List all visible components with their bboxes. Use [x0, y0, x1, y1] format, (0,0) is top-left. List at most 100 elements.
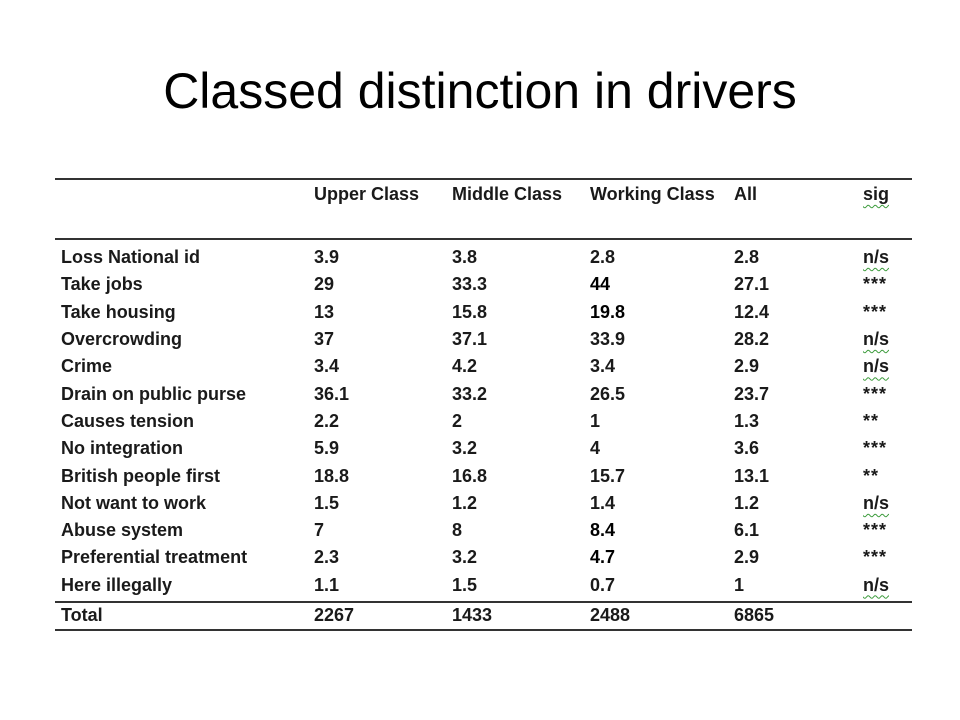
cell-working: 33.9	[590, 329, 626, 350]
significance-marker: n/s	[863, 247, 890, 268]
cell-middle: 1.5	[452, 574, 478, 595]
significance-marker: n/s	[863, 356, 890, 377]
header-middle-class: Middle Class	[452, 184, 563, 204]
cell-all: 12.4	[734, 301, 770, 322]
cell-label: Causes tension	[61, 410, 195, 431]
significance-marker: ***	[863, 301, 888, 322]
table-row: No integration 5.9 3.2 4 3.6 ***	[55, 435, 912, 462]
cell-sig: ***	[857, 380, 912, 407]
cell-upper: 13	[314, 301, 335, 322]
cell-sig: **	[857, 462, 912, 489]
cell-middle: 33.2	[452, 383, 488, 404]
table-body: Loss National id 3.9 3.8 2.8 2.8 n/s Take jobs…	[55, 239, 912, 602]
cell-label: Abuse system	[61, 520, 184, 541]
significance-marker: **	[863, 465, 880, 486]
cell-all: 2.9	[734, 547, 760, 568]
cell-all: 23.7	[734, 383, 770, 404]
cell-sig: **	[857, 408, 912, 435]
table-row: Not want to work 1.5 1.2 1.4 1.2 n/s	[55, 490, 912, 517]
cell-working: 15.7	[590, 465, 626, 486]
cell-sig: n/s	[857, 239, 912, 271]
cell-sig: ***	[857, 271, 912, 298]
total-middle: 1433	[452, 605, 493, 626]
table-row: Loss National id 3.9 3.8 2.8 2.8 n/s	[55, 239, 912, 271]
header-label	[55, 179, 308, 239]
cell-all: 2.9	[734, 356, 760, 377]
cell-middle: 37.1	[452, 329, 488, 350]
table-row: Abuse system 7 8 8.4 6.1 ***	[55, 517, 912, 544]
table-row: Take housing 13 15.8 19.8 12.4 ***	[55, 299, 912, 326]
cell-all: 2.8	[734, 247, 760, 268]
table-row: Crime 3.4 4.2 3.4 2.9 n/s	[55, 353, 912, 380]
significance-marker: ***	[863, 438, 888, 459]
header-upper-class: Upper Class	[314, 184, 420, 204]
significance-marker: ***	[863, 520, 888, 541]
header-working-class: Working Class	[590, 184, 715, 204]
cell-working: 1.4	[590, 492, 616, 513]
cell-all: 1	[734, 574, 745, 595]
cell-all: 13.1	[734, 465, 770, 486]
cell-label: Drain on public purse	[61, 383, 247, 404]
cell-upper: 3.9	[314, 247, 340, 268]
table-row: Causes tension 2.2 2 1 1.3 **	[55, 408, 912, 435]
cell-upper: 18.8	[314, 465, 350, 486]
cell-sig: n/s	[857, 572, 912, 602]
significance-marker: **	[863, 410, 880, 431]
significance-marker: n/s	[863, 329, 890, 350]
cell-label: Crime	[61, 356, 113, 377]
cell-working: 0.7	[590, 574, 616, 595]
significance-marker: n/s	[863, 492, 890, 513]
cell-middle: 15.8	[452, 301, 488, 322]
table-row: British people first 18.8 16.8 15.7 13.1 **	[55, 462, 912, 489]
cell-working: 8.4	[590, 520, 616, 541]
cell-working: 2.8	[590, 247, 616, 268]
cell-label: Overcrowding	[61, 329, 183, 350]
cell-working: 44	[590, 274, 611, 295]
cell-upper: 7	[314, 520, 325, 541]
cell-sig: n/s	[857, 353, 912, 380]
header-sig: sig	[857, 179, 912, 239]
table-row: Here illegally 1.1 1.5 0.7 1 n/s	[55, 572, 912, 602]
header-sig-label: sig	[863, 184, 890, 204]
total-all: 6865	[734, 605, 775, 626]
significance-marker: n/s	[863, 574, 890, 595]
cell-middle: 3.8	[452, 247, 478, 268]
cell-middle: 16.8	[452, 465, 488, 486]
cell-label: Take housing	[61, 301, 176, 322]
cell-middle: 33.3	[452, 274, 488, 295]
cell-upper: 2.3	[314, 547, 340, 568]
cell-sig: ***	[857, 517, 912, 544]
significance-marker: ***	[863, 547, 888, 568]
total-sig	[857, 602, 912, 630]
cell-label: Preferential treatment	[61, 547, 248, 568]
table-row: Preferential treatment 2.3 3.2 4.7 2.9 ***	[55, 544, 912, 571]
cell-all: 1.3	[734, 410, 760, 431]
cell-all: 3.6	[734, 438, 760, 459]
cell-middle: 8	[452, 520, 463, 541]
cell-sig: ***	[857, 435, 912, 462]
cell-sig: n/s	[857, 326, 912, 353]
cell-middle: 2	[452, 410, 463, 431]
table-container: Upper Class Middle Class Working Class A…	[55, 178, 912, 631]
cell-all: 28.2	[734, 329, 770, 350]
cell-upper: 3.4	[314, 356, 340, 377]
header-all: All	[734, 184, 758, 204]
cell-sig: ***	[857, 299, 912, 326]
significance-marker: ***	[863, 383, 888, 404]
cell-upper: 36.1	[314, 383, 350, 404]
total-upper: 2267	[314, 605, 355, 626]
cell-label: Not want to work	[61, 492, 206, 513]
cell-middle: 3.2	[452, 438, 478, 459]
total-working: 2488	[590, 605, 631, 626]
cell-sig: n/s	[857, 490, 912, 517]
cell-upper: 1.5	[314, 492, 340, 513]
cell-all: 6.1	[734, 520, 760, 541]
cell-working: 1	[590, 410, 601, 431]
table-header-row: Upper Class Middle Class Working Class A…	[55, 179, 912, 239]
cell-working: 26.5	[590, 383, 626, 404]
table-row: Drain on public purse 36.1 33.2 26.5 23.7 ***	[55, 380, 912, 407]
cell-label: Take jobs	[61, 274, 143, 295]
cell-label: British people first	[61, 465, 221, 486]
table-total-row: Total 2267 1433 2488 6865	[55, 601, 912, 630]
cell-upper: 5.9	[314, 438, 340, 459]
